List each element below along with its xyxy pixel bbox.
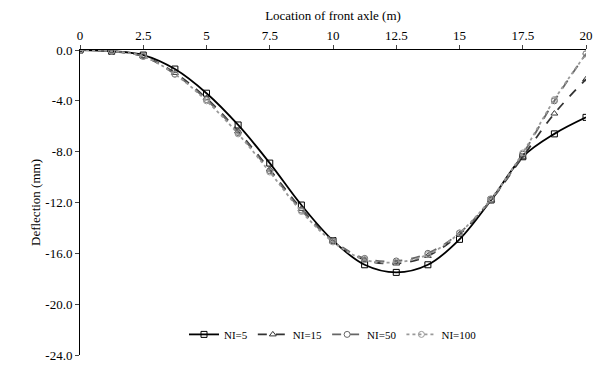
svg-text:-20.0: -20.0 [45, 297, 72, 312]
svg-text:NI=100: NI=100 [441, 329, 476, 341]
svg-text:NI=15: NI=15 [293, 329, 322, 341]
svg-text:-16.0: -16.0 [45, 246, 72, 261]
svg-text:NI=50: NI=50 [367, 329, 396, 341]
svg-text:0.0: 0.0 [56, 43, 72, 58]
svg-text:2.5: 2.5 [135, 28, 151, 43]
svg-text:12.5: 12.5 [385, 28, 408, 43]
svg-text:NI=5: NI=5 [224, 329, 248, 341]
svg-text:-4.0: -4.0 [52, 93, 73, 108]
svg-text:10: 10 [327, 28, 340, 43]
svg-text:17.5: 17.5 [511, 28, 534, 43]
svg-text:0: 0 [77, 28, 84, 43]
svg-text:-12.0: -12.0 [45, 195, 72, 210]
svg-text:Location of front axle (m): Location of front axle (m) [265, 8, 401, 23]
svg-text:7.5: 7.5 [262, 28, 278, 43]
svg-text:-8.0: -8.0 [52, 144, 73, 159]
svg-text:Deflection (mm): Deflection (mm) [28, 159, 43, 246]
svg-text:-24.0: -24.0 [45, 348, 72, 363]
svg-text:20: 20 [580, 28, 593, 43]
svg-text:15: 15 [453, 28, 466, 43]
svg-text:5: 5 [203, 28, 210, 43]
